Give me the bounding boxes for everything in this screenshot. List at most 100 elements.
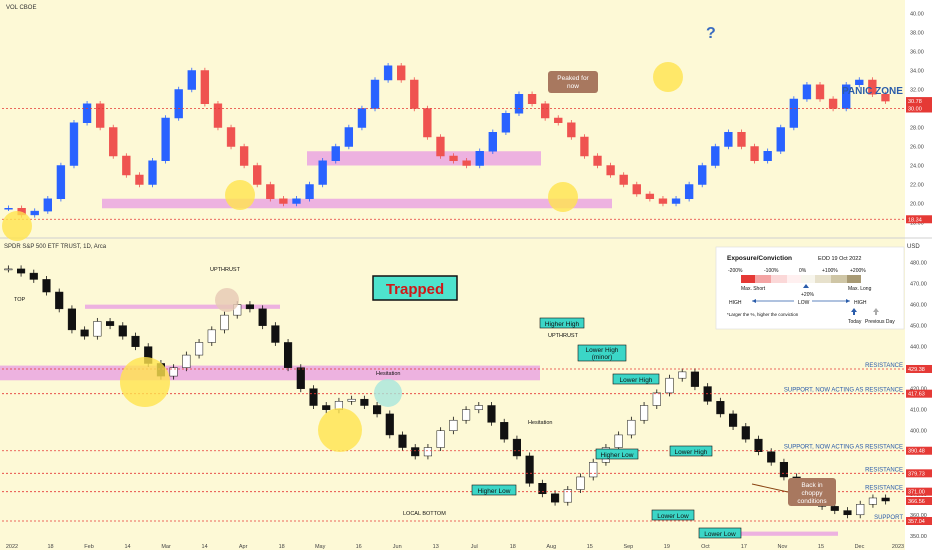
x-tick-label: 15 bbox=[587, 544, 593, 550]
y-tick-label: 360.00 bbox=[910, 513, 927, 519]
level-label: RESISTANCE bbox=[865, 467, 903, 473]
x-tick-label: Nov bbox=[778, 544, 788, 550]
candle bbox=[4, 208, 13, 210]
choppy-text-line: choppy bbox=[802, 490, 824, 497]
candle bbox=[109, 127, 118, 157]
top-label: TOP bbox=[14, 297, 26, 303]
candle bbox=[665, 377, 674, 394]
spy-panel: RESISTANCE SUPPORT, NOW ACTING AS RESISTA… bbox=[0, 265, 905, 536]
candle bbox=[187, 70, 196, 90]
legend-marker-label: +20% bbox=[801, 292, 814, 298]
candle bbox=[135, 174, 144, 185]
candle bbox=[449, 419, 458, 431]
candle bbox=[856, 504, 865, 516]
y-tick-label: 36.00 bbox=[910, 50, 924, 56]
legend-swatch bbox=[801, 275, 815, 283]
candle bbox=[195, 342, 204, 356]
candle bbox=[606, 165, 615, 176]
x-tick-label: Dec bbox=[855, 544, 865, 550]
lower-high-label: Lower High bbox=[675, 449, 708, 456]
candle bbox=[93, 321, 102, 337]
legend-box bbox=[715, 246, 905, 330]
legend-title: Exposure/Conviction bbox=[727, 255, 792, 262]
arrow-left-icon bbox=[752, 299, 756, 303]
candle bbox=[42, 279, 51, 293]
candle bbox=[475, 151, 484, 166]
higher-high-box bbox=[539, 317, 585, 329]
question-mark: ? bbox=[706, 25, 716, 42]
candle bbox=[398, 434, 407, 448]
vix-symbol-label: VOL CBOE bbox=[6, 5, 36, 11]
currency-label: USD bbox=[907, 244, 920, 250]
x-tick-label: 18 bbox=[510, 544, 516, 550]
price-badge-label: 390.48 bbox=[908, 449, 925, 455]
candle bbox=[385, 413, 394, 436]
legend-swatch bbox=[847, 275, 861, 283]
candle bbox=[750, 146, 759, 161]
candle bbox=[698, 165, 707, 185]
candle bbox=[220, 314, 229, 331]
exposure-legend: Exposure/Conviction EOD 19 Oct 2022 -200… bbox=[715, 246, 905, 330]
lower-low-label: Higher Low bbox=[601, 452, 634, 459]
candle bbox=[671, 198, 681, 204]
higher-high-label: Higher High bbox=[545, 321, 580, 328]
previous-day-arrow-icon bbox=[873, 308, 879, 312]
lower-high-box bbox=[669, 445, 713, 457]
y-tick-label: 38.00 bbox=[910, 31, 924, 37]
upthrust-label: UPTHRUST bbox=[548, 333, 579, 339]
candle bbox=[741, 426, 750, 440]
candle bbox=[514, 94, 524, 114]
candle bbox=[627, 419, 636, 436]
candle bbox=[868, 497, 877, 505]
highlight-circle bbox=[653, 62, 683, 92]
candle bbox=[410, 79, 419, 109]
lower-low-box bbox=[651, 509, 695, 521]
y-tick-label: 28.00 bbox=[910, 126, 924, 132]
x-tick-label: Apr bbox=[239, 544, 248, 550]
candle bbox=[763, 151, 772, 161]
lower-low-box bbox=[698, 527, 742, 539]
price-badge bbox=[906, 389, 932, 398]
price-badge bbox=[906, 487, 932, 496]
candle bbox=[737, 132, 746, 147]
candle bbox=[779, 461, 788, 478]
candle bbox=[527, 94, 537, 104]
y-tick-label: 350.00 bbox=[910, 534, 927, 540]
candle bbox=[724, 132, 733, 147]
price-badge bbox=[906, 215, 932, 224]
zone-rect bbox=[307, 151, 541, 166]
candle bbox=[4, 268, 13, 271]
legend-high-left: HIGH bbox=[729, 300, 742, 306]
legend-scale-tick: -100% bbox=[764, 268, 779, 274]
price-badge-label: 30.00 bbox=[908, 107, 922, 113]
candle bbox=[383, 65, 393, 81]
candle bbox=[563, 489, 572, 503]
legend-scale-tick: +100% bbox=[822, 268, 838, 274]
x-tick-label: 17 bbox=[741, 544, 747, 550]
legend-note: *Larger the %, higher the conviction bbox=[727, 312, 799, 317]
x-tick-label: 14 bbox=[202, 544, 208, 550]
candle bbox=[525, 455, 534, 484]
arrow-right-icon bbox=[846, 299, 850, 303]
x-tick-label: 15 bbox=[818, 544, 824, 550]
candle bbox=[271, 325, 280, 343]
y-tick-label: 40.00 bbox=[910, 12, 924, 18]
legend-date: EOD 19 Oct 2022 bbox=[818, 256, 861, 262]
x-tick-label: Jun bbox=[393, 544, 402, 550]
previous-day-arrow-stem bbox=[875, 312, 877, 315]
candle bbox=[258, 308, 267, 326]
y-tick-label: 22.00 bbox=[910, 183, 924, 189]
candle bbox=[589, 461, 598, 478]
candle bbox=[500, 422, 509, 440]
candle bbox=[207, 329, 216, 343]
trapped-box bbox=[372, 275, 458, 301]
candle bbox=[29, 272, 38, 280]
candle bbox=[284, 342, 293, 368]
y-tick-label: 24.00 bbox=[910, 164, 924, 170]
candle bbox=[131, 335, 140, 347]
x-tick-label: May bbox=[315, 544, 326, 550]
candle bbox=[711, 146, 720, 166]
x-tick-label: Oct bbox=[701, 544, 710, 550]
candle bbox=[279, 198, 288, 204]
candle bbox=[716, 401, 725, 415]
